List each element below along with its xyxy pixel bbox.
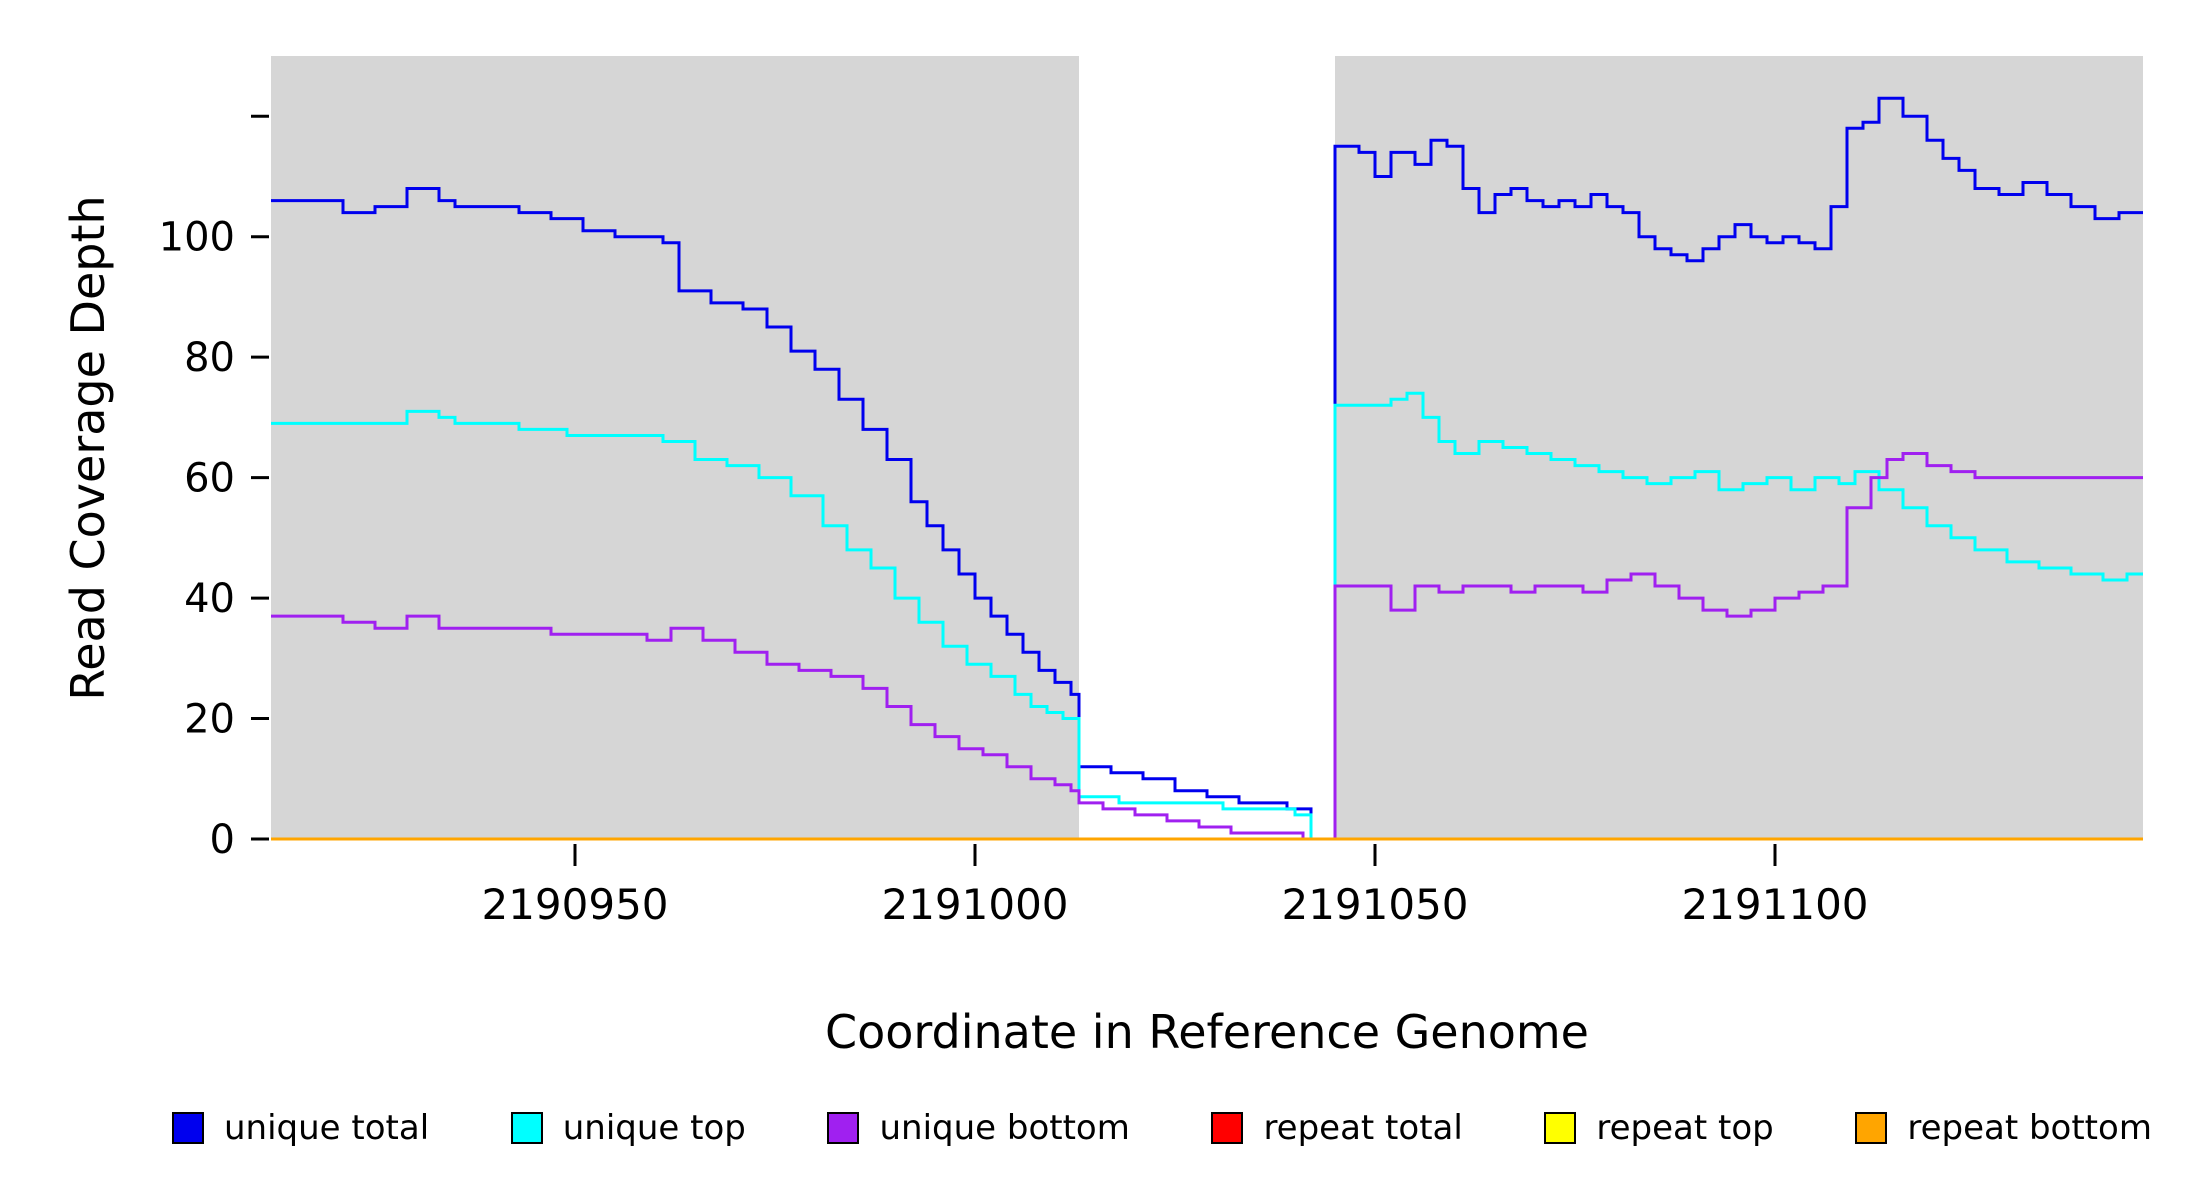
y-axis-title: Read Coverage Depth [61,195,115,701]
shaded-region [1335,56,2143,839]
legend-swatch-icon [1855,1112,1888,1144]
y-tick-label: 20 [184,697,235,743]
coverage-chart: 0 20 40 60 80 100 2190950 2191000 2191050 2191100 [159,56,2143,929]
legend-item: repeat bottom [1855,1108,2152,1148]
legend-item: unique bottom [827,1108,1130,1148]
series-unique-bottom [271,452,2143,841]
x-tick-label: 2191000 [881,880,1068,929]
y-tick-label: 100 [159,215,235,261]
legend-label: repeat bottom [1907,1108,2152,1148]
legend-item: repeat total [1211,1108,1463,1148]
legend-swatch-icon [172,1112,204,1144]
y-tick-label: 0 [210,817,235,863]
legend-swatch-icon [1544,1112,1577,1144]
legend: unique total unique top unique bottom repea… [0,1108,2200,1148]
legend-label: unique bottom [879,1108,1130,1148]
legend-label: unique total [224,1108,430,1148]
series-unique-total [271,96,2143,841]
legend-swatch-icon [827,1112,860,1144]
y-tick-label: 80 [184,335,235,381]
legend-label: unique top [562,1108,746,1148]
x-tick-label: 2190950 [481,880,668,929]
y-tick-label: 60 [184,456,235,502]
x-tick-label: 2191050 [1281,880,1468,929]
series-unique-top [271,391,2143,841]
y-tick-label: 40 [184,576,235,622]
legend-label: repeat total [1263,1108,1463,1148]
legend-label: repeat top [1596,1108,1774,1148]
x-tick-label: 2191100 [1681,880,1868,929]
legend-swatch-icon [1211,1112,1244,1144]
shaded-region [271,56,1079,839]
x-axis-title: Coordinate in Reference Genome [825,1005,1589,1059]
legend-item: unique top [510,1108,746,1148]
legend-swatch-icon [510,1112,543,1144]
legend-item: unique total [172,1108,429,1148]
legend-item: repeat top [1544,1108,1774,1148]
